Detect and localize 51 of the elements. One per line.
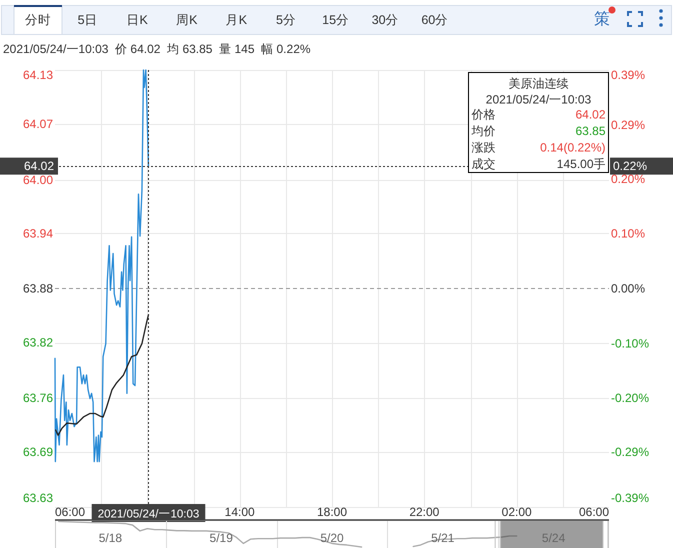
- x-tick-label: 02:00: [502, 505, 532, 519]
- y-tick-label: 63.69: [22, 444, 53, 459]
- tab-label: 月K: [226, 13, 248, 27]
- tooltip-value: 64.02: [575, 108, 606, 122]
- x-tick-label: 22:00: [409, 505, 440, 519]
- y-tick-label: 63.94: [22, 226, 53, 240]
- y2-tick-label: -0.39%: [611, 491, 650, 505]
- y2-tick-label: 0.39%: [611, 68, 646, 82]
- y-tick-label: 64.13: [22, 68, 53, 82]
- y2-tick-label: 0.00%: [611, 282, 646, 296]
- y-tick-label: 63.88: [22, 282, 53, 296]
- tab-label: 5分: [276, 13, 296, 27]
- tooltip-title: 美原油连续: [508, 76, 568, 90]
- tooltip-label: 价格: [472, 108, 496, 122]
- crosshair-label: 64.02: [24, 159, 54, 174]
- crosshair-label: 0.22%: [613, 159, 648, 174]
- y-tick-label: 63.63: [22, 491, 53, 505]
- y2-tick-label: 0.20%: [611, 172, 646, 186]
- tooltip-value: 0.14(0.22%): [540, 140, 606, 154]
- x-tick-label: 18:00: [316, 505, 348, 519]
- tooltip-date: 2021/05/24/一10:03: [486, 92, 592, 106]
- tab-label: 15分: [322, 13, 350, 27]
- tooltip-label: 均价: [472, 124, 496, 138]
- y2-tick-label: 0.10%: [611, 226, 646, 241]
- x-tick-label: 06:00: [578, 505, 609, 519]
- y2-tick-label: 0.29%: [611, 118, 646, 132]
- y-tick-label: 64.07: [22, 117, 53, 132]
- x-tick-label: 14:00: [224, 505, 255, 519]
- y2-tick-label: -0.10%: [611, 336, 650, 350]
- y-tick-label: 63.76: [22, 390, 53, 405]
- y-tick-label: 64.00: [22, 173, 53, 188]
- tab-label: 5日: [78, 13, 98, 27]
- tab-label: 分时: [25, 13, 51, 27]
- tab-label: 30分: [372, 13, 399, 27]
- tab-label: 日K: [126, 13, 148, 27]
- tooltip-value: 63.85: [575, 124, 606, 138]
- strategy-button-label: 策: [594, 11, 610, 28]
- tab-label: 周K: [176, 13, 198, 27]
- crosshair-label: 2021/05/24/一10:03: [98, 508, 200, 520]
- x-tick-label: 5/20: [320, 531, 344, 545]
- y2-tick-label: -0.20%: [611, 391, 650, 406]
- tab-label: 60分: [421, 13, 448, 27]
- x-tick-label: 5/18: [98, 531, 122, 545]
- tooltip-label: 涨跌: [472, 140, 496, 154]
- y2-tick-label: -0.29%: [611, 445, 650, 460]
- x-tick-label: 06:00: [55, 505, 86, 519]
- y-tick-label: 63.82: [22, 336, 53, 350]
- x-tick-label: 5/19: [210, 531, 233, 545]
- tooltip-value: 145.00手: [556, 157, 606, 171]
- tooltip-label: 成交: [472, 157, 496, 171]
- info-line: 2021/05/24/一10:03 价 64.02 均 63.85 量 145 幅 0.22%: [3, 42, 311, 56]
